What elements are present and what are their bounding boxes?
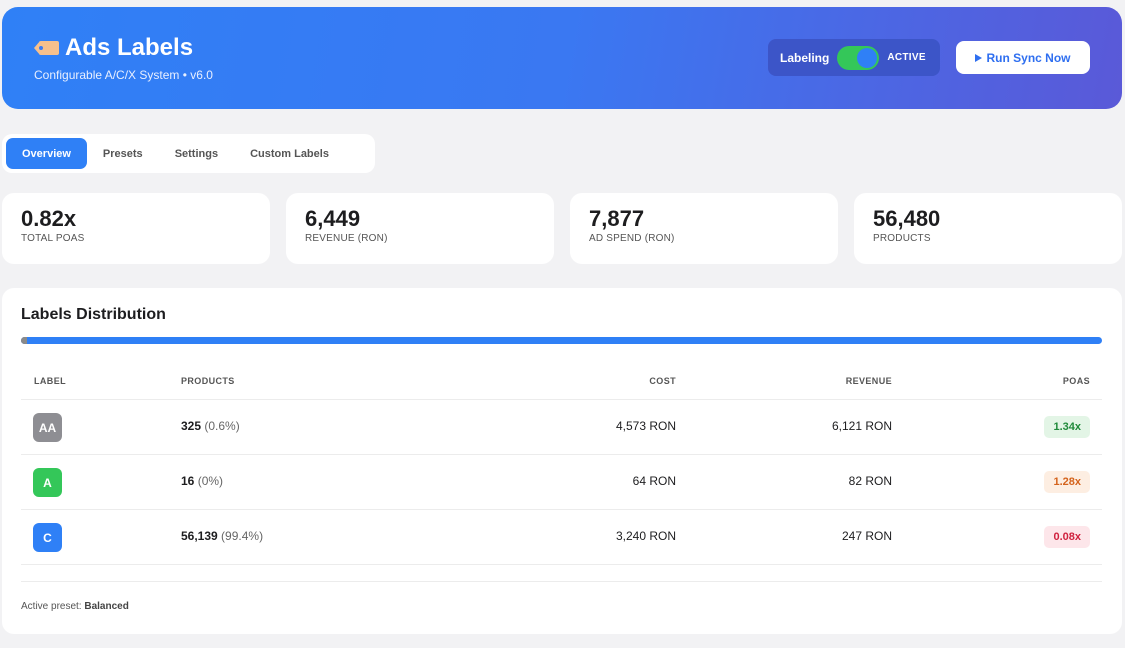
label-badge: AA: [33, 413, 62, 442]
stat-value: 7,877: [589, 206, 645, 231]
table-footer-spacer: [21, 565, 1102, 582]
stat-label: AD SPEND (RON): [589, 233, 675, 244]
toggle-knob: [857, 47, 878, 68]
products-cell: 16 (0%): [181, 474, 223, 488]
products-percent: (99.4%): [221, 529, 264, 543]
distribution-segment-aa: [21, 337, 28, 344]
tab-custom-labels[interactable]: Custom Labels: [250, 147, 329, 160]
stat-label: PRODUCTS: [873, 233, 931, 244]
stat-value: 0.82x: [21, 206, 77, 231]
labeling-control: Labeling ACTIVE: [768, 39, 940, 76]
tab-overview[interactable]: Overview: [6, 138, 87, 169]
app-title: Ads Labels: [65, 34, 194, 61]
labels-distribution-panel: Labels Distribution LABEL PRODUCTS COST …: [2, 288, 1122, 634]
products-cell: 325 (0.6%): [181, 419, 240, 433]
brand-title-row: Ads Labels: [34, 35, 213, 61]
active-preset-prefix: Active preset:: [21, 601, 82, 612]
revenue-cell: 6,121 RON: [831, 419, 892, 433]
stat-value: 6,449: [305, 206, 361, 231]
col-revenue: REVENUE: [845, 376, 892, 386]
products-count: 56,139: [181, 529, 218, 543]
stat-label: TOTAL POAS: [21, 233, 85, 244]
table-row: A 16 (0%) 64 RON 82 RON 1.28x: [21, 455, 1102, 510]
cost-cell: 4,573 RON: [615, 419, 676, 433]
col-poas: POAS: [1062, 376, 1090, 386]
products-percent: (0%): [197, 474, 224, 488]
col-cost: COST: [649, 376, 676, 386]
tab-settings[interactable]: Settings: [174, 147, 219, 160]
stat-value: 56,480: [873, 206, 941, 231]
stat-card-total-poas: 0.82x TOTAL POAS: [2, 193, 270, 264]
label-badge: A: [33, 468, 62, 497]
poas-badge: 1.34x: [1044, 416, 1090, 438]
play-icon: [975, 53, 983, 62]
revenue-cell: 247 RON: [841, 529, 892, 543]
col-products: PRODUCTS: [181, 376, 235, 386]
cost-cell: 64 RON: [632, 474, 676, 488]
app-subtitle: Configurable A/C/X System • v6.0: [34, 68, 213, 82]
panel-title: Labels Distribution: [21, 306, 166, 323]
table-row: AA 325 (0.6%) 4,573 RON 6,121 RON 1.34x: [21, 400, 1102, 455]
stat-card-revenue: 6,449 REVENUE (RON): [286, 193, 554, 264]
app-header: Ads Labels Configurable A/C/X System • v…: [2, 7, 1122, 109]
poas-badge: 1.28x: [1044, 471, 1090, 493]
products-count: 325: [181, 419, 202, 433]
label-badge: C: [33, 523, 62, 552]
table-header: LABEL PRODUCTS COST REVENUE POAS: [21, 363, 1102, 400]
active-preset-line: Active preset: Balanced: [21, 601, 129, 612]
stat-label: REVENUE (RON): [305, 233, 388, 244]
tab-bar: Overview Presets Settings Custom Labels: [2, 134, 375, 173]
labeling-label: Labeling: [780, 50, 830, 65]
run-sync-label: Run Sync Now: [986, 50, 1071, 65]
revenue-cell: 82 RON: [848, 474, 892, 488]
cost-cell: 3,240 RON: [615, 529, 676, 543]
products-cell: 56,139 (99.4%): [181, 529, 263, 543]
distribution-bar: [21, 337, 1102, 344]
stat-card-ad-spend: 7,877 AD SPEND (RON): [570, 193, 838, 264]
products-count: 16: [181, 474, 195, 488]
table-row: C 56,139 (99.4%) 3,240 RON 247 RON 0.08x: [21, 510, 1102, 565]
run-sync-button[interactable]: Run Sync Now: [956, 41, 1090, 74]
poas-badge: 0.08x: [1044, 526, 1090, 548]
labeling-status: ACTIVE: [887, 52, 926, 63]
stat-card-products: 56,480 PRODUCTS: [854, 193, 1122, 264]
labeling-toggle[interactable]: [837, 45, 880, 70]
col-label: LABEL: [34, 376, 66, 386]
tag-icon: [34, 41, 59, 55]
tab-presets[interactable]: Presets: [102, 147, 143, 160]
brand: Ads Labels Configurable A/C/X System • v…: [34, 35, 213, 82]
labels-table: LABEL PRODUCTS COST REVENUE POAS AA 325 …: [21, 363, 1102, 582]
products-percent: (0.6%): [204, 419, 240, 433]
active-preset-name: Balanced: [84, 601, 129, 612]
